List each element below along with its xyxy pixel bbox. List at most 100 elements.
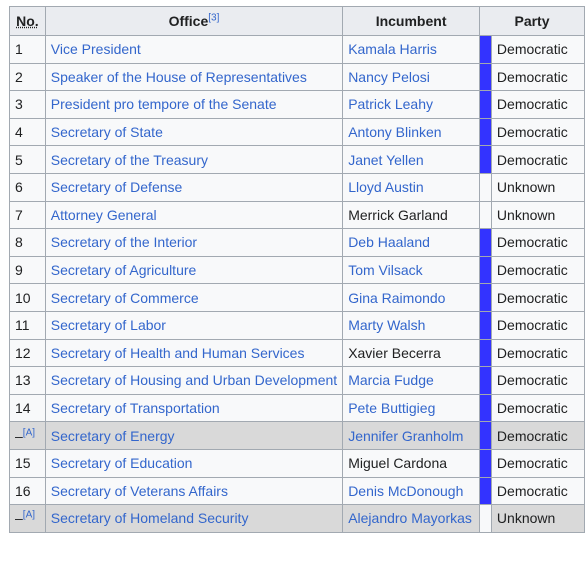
office-link[interactable]: Secretary of the Treasury — [50, 151, 208, 168]
office-link[interactable]: Speaker of the House of Representatives — [50, 68, 307, 85]
row-number-text: 12 — [15, 344, 31, 361]
row-number: 15 — [9, 448, 46, 478]
office-cell: Secretary of Health and Human Services — [44, 338, 344, 368]
party-cell: Democratic — [490, 228, 585, 257]
row-number: 3 — [9, 90, 46, 119]
row-number: 7 — [9, 200, 46, 230]
row-number: 13 — [9, 366, 46, 395]
table-row: 9 Secretary of Agriculture Tom Vilsack Demo… — [9, 255, 585, 285]
header-no[interactable]: No. — [9, 6, 46, 36]
party-cell: Unknown — [490, 200, 585, 230]
office-link[interactable]: Secretary of State — [50, 124, 163, 141]
table-row: 6 Secretary of Defense Lloyd Austin Unknown — [9, 172, 585, 202]
incumbent-cell: Xavier Becerra — [342, 338, 480, 368]
office-cell: Secretary of Veterans Affairs — [44, 476, 344, 506]
table-row: 8 Secretary of the Interior Deb Haaland Dem… — [9, 228, 585, 257]
incumbent-link[interactable]: Xavier Becerra — [348, 344, 441, 361]
party-cell: Democratic — [490, 421, 585, 450]
office-link[interactable]: Secretary of Health and Human Services — [50, 344, 305, 361]
office-link[interactable]: Secretary of Energy — [50, 427, 175, 444]
party-cell: Democratic — [490, 35, 585, 64]
party-color-swatch — [479, 35, 492, 64]
row-number: 12 — [9, 338, 46, 368]
office-ref-link[interactable]: [3] — [208, 12, 220, 24]
incumbent-link[interactable]: Pete Buttigieg — [348, 400, 436, 417]
incumbent-link[interactable]: Patrick Leahy — [348, 96, 434, 113]
party-cell: Democratic — [490, 145, 585, 174]
table-row: –[A] Secretary of Homeland Security Alejan… — [9, 504, 585, 533]
office-cell: Secretary of Agriculture — [44, 255, 344, 285]
incumbent-link[interactable]: Alejandro Mayorkas — [348, 510, 472, 527]
incumbent-cell: Merrick Garland — [342, 200, 480, 230]
incumbent-cell: Kamala Harris — [342, 35, 480, 64]
row-number: 11 — [9, 310, 46, 340]
office-link[interactable]: Secretary of Transportation — [50, 400, 220, 417]
office-link[interactable]: Attorney General — [50, 206, 157, 223]
office-cell: Secretary of the Treasury — [44, 145, 344, 174]
row-number-text: 16 — [15, 482, 31, 499]
table-row: 4 Secretary of State Antony Blinken Democra… — [9, 117, 585, 147]
office-link[interactable]: Secretary of Agriculture — [50, 262, 197, 279]
incumbent-link[interactable]: Denis McDonough — [348, 482, 464, 499]
row-number: 9 — [9, 255, 46, 285]
header-party[interactable]: Party — [479, 6, 585, 36]
incumbent-link[interactable]: Antony Blinken — [348, 124, 442, 141]
office-link[interactable]: Secretary of Housing and Urban Developme… — [50, 372, 338, 389]
header-incumbent[interactable]: Incumbent — [342, 6, 480, 36]
office-cell: Secretary of Homeland Security — [44, 504, 344, 533]
office-link[interactable]: Secretary of Homeland Security — [50, 510, 249, 527]
party-name: Democratic — [496, 317, 568, 334]
office-cell: Speaker of the House of Representatives — [44, 62, 344, 92]
incumbent-link[interactable]: Miguel Cardona — [348, 455, 448, 472]
table-row: 14 Secretary of Transportation Pete Buttig… — [9, 393, 585, 423]
row-number-text: 3 — [15, 96, 23, 113]
party-cell: Democratic — [490, 62, 585, 92]
table-row: 13 Secretary of Housing and Urban Develop… — [9, 366, 585, 395]
office-link[interactable]: Secretary of Veterans Affairs — [50, 482, 228, 499]
incumbent-link[interactable]: Tom Vilsack — [348, 262, 423, 279]
incumbent-link[interactable]: Marcia Fudge — [348, 372, 434, 389]
row-number-text: 14 — [15, 400, 31, 417]
office-link[interactable]: Secretary of Defense — [50, 179, 183, 196]
footnote-link[interactable]: [A] — [22, 509, 36, 521]
row-number-text: 1 — [15, 41, 23, 58]
row-number: 4 — [9, 117, 46, 147]
office-cell: Secretary of Labor — [44, 310, 344, 340]
header-row: No. Office[3] Incumbent Party — [9, 6, 585, 36]
incumbent-cell: Deb Haaland — [342, 228, 480, 257]
party-name: Democratic — [496, 262, 568, 279]
row-number-text: 8 — [15, 234, 23, 251]
incumbent-link[interactable]: Gina Raimondo — [348, 289, 446, 306]
incumbent-link[interactable]: Merrick Garland — [348, 206, 448, 223]
incumbent-link[interactable]: Janet Yellen — [348, 151, 424, 168]
header-office[interactable]: Office[3] — [44, 6, 344, 36]
table-row: 3 President pro tempore of the Senate Patr… — [9, 90, 585, 119]
party-color-swatch — [479, 421, 492, 450]
party-name: Democratic — [496, 68, 568, 85]
row-number-text: 6 — [15, 179, 23, 196]
incumbent-link[interactable]: Jennifer Granholm — [348, 427, 464, 444]
incumbent-link[interactable]: Lloyd Austin — [348, 179, 424, 196]
party-cell: Democratic — [490, 448, 585, 478]
incumbent-link[interactable]: Deb Haaland — [348, 234, 430, 251]
party-name: Democratic — [496, 234, 568, 251]
incumbent-link[interactable]: Kamala Harris — [348, 41, 437, 58]
office-link[interactable]: Secretary of Education — [50, 455, 193, 472]
incumbent-cell: Gina Raimondo — [342, 283, 480, 312]
footnote-link[interactable]: [A] — [22, 426, 36, 438]
table-row: 12 Secretary of Health and Human Services… — [9, 338, 585, 368]
office-link[interactable]: President pro tempore of the Senate — [50, 96, 277, 113]
office-link[interactable]: Vice President — [50, 41, 141, 58]
office-link[interactable]: Secretary of Labor — [50, 317, 166, 334]
party-name: Unknown — [496, 179, 556, 196]
incumbent-link[interactable]: Marty Walsh — [348, 317, 426, 334]
incumbent-cell: Jennifer Granholm — [342, 421, 480, 450]
table-row: 1 Vice President Kamala Harris Democratic — [9, 35, 585, 64]
office-link[interactable]: Secretary of Commerce — [50, 289, 199, 306]
party-color-swatch — [479, 200, 492, 230]
party-color-swatch — [479, 117, 492, 147]
office-cell: Secretary of the Interior — [44, 228, 344, 257]
incumbent-link[interactable]: Nancy Pelosi — [348, 68, 430, 85]
party-name: Democratic — [496, 124, 568, 141]
office-link[interactable]: Secretary of the Interior — [50, 234, 198, 251]
